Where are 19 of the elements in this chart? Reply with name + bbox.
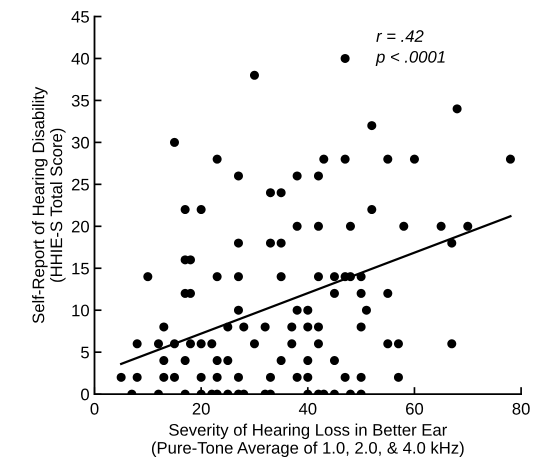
y-tick-label: 25 (72, 178, 89, 191)
y-tick-label: 40 (71, 52, 89, 65)
x-tick-label: 80 (512, 402, 530, 415)
x-tick-label: 60 (406, 402, 424, 415)
y-tick-label: 20 (72, 220, 89, 232)
annotation: p < .0001 (376, 50, 445, 66)
y-tick-label: 15 (72, 262, 89, 274)
x-tick-label: 40 (298, 402, 316, 415)
x-axis-title: Severity of Hearing Loss in Better Ear (Pure-Tone Average of 1.0, 2.0, & 4.0 kHz) (152, 424, 464, 458)
y-tick-label: 5 (81, 346, 89, 358)
annotation: r = .42 (376, 30, 424, 42)
y-tick-label: 35 (72, 94, 89, 107)
x-tick-label: 0 (90, 402, 98, 415)
x-tick-label: 20 (192, 402, 210, 415)
y-tick-label: 30 (72, 136, 89, 149)
y-tick-label: 10 (72, 304, 89, 316)
y-tick-label: 0 (81, 388, 89, 400)
y-tick-label: 45 (71, 11, 89, 23)
y-axis-title: Self-Report of Hearing Disability (HHIE-S Total Score) (32, 86, 66, 324)
